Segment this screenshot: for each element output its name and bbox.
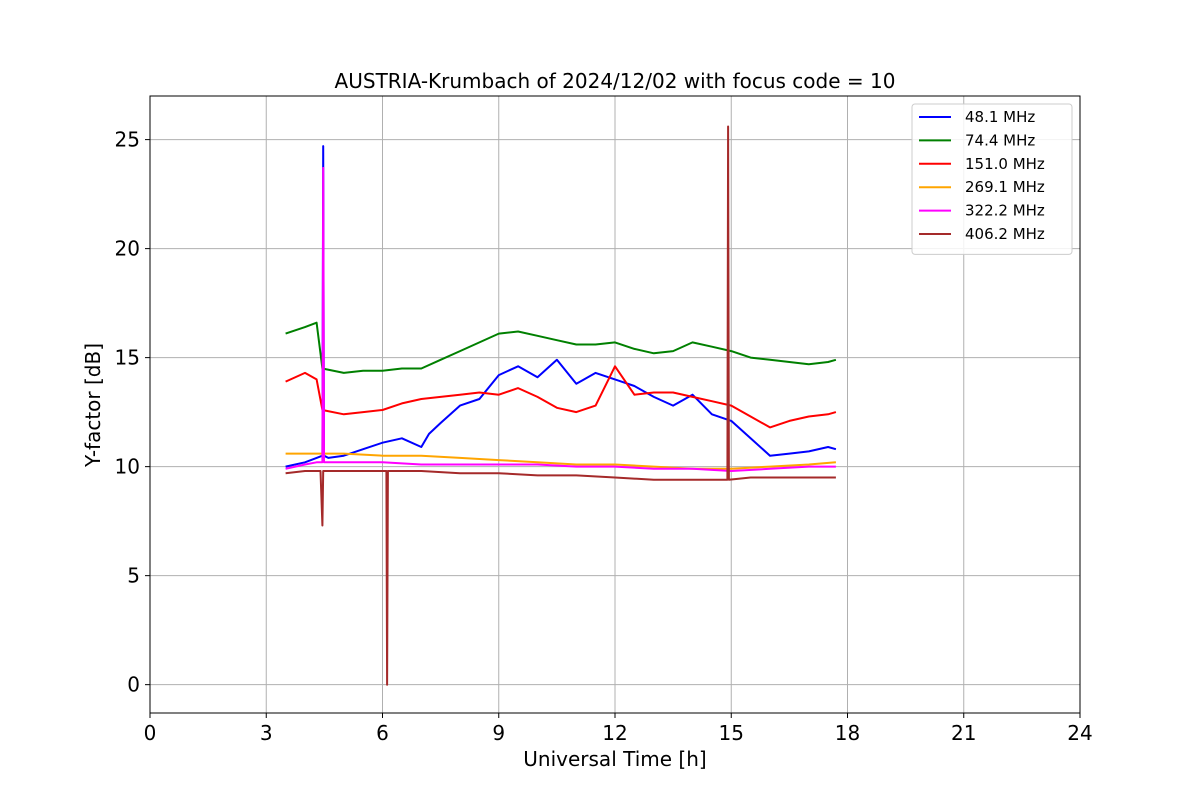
y-axis-ticks: 0 5 10 15 20 25 (115, 128, 150, 697)
chart-title: AUSTRIA-Krumbach of 2024/12/02 with focu… (335, 69, 896, 93)
legend-label: 269.1 MHz (965, 178, 1045, 196)
x-tick-label: 12 (602, 721, 627, 745)
legend-label: 322.2 MHz (965, 202, 1045, 220)
series-line (285, 321, 837, 374)
y-tick-label: 0 (127, 673, 140, 697)
x-tick-label: 18 (835, 721, 860, 745)
series-lines (285, 125, 837, 686)
y-tick-label: 15 (115, 346, 140, 370)
legend-label: 406.2 MHz (965, 225, 1045, 243)
legend: 48.1 MHz 74.4 MHz 151.0 MHz 269.1 MHz 32… (911, 103, 1073, 255)
legend-label: 151.0 MHz (965, 155, 1045, 173)
legend-label: 48.1 MHz (965, 108, 1035, 126)
x-tick-label: 0 (144, 721, 157, 745)
y-axis-label: Y-factor [dB] (81, 343, 105, 468)
y-tick-label: 25 (115, 128, 140, 152)
x-axis-ticks: 0 3 6 9 12 15 18 21 24 (144, 713, 1093, 745)
legend-box (911, 103, 1073, 255)
x-tick-label: 9 (492, 721, 505, 745)
x-tick-label: 6 (376, 721, 389, 745)
legend-label: 74.4 MHz (965, 131, 1035, 149)
x-tick-label: 15 (719, 721, 744, 745)
series-line (285, 145, 837, 468)
y-tick-label: 5 (127, 564, 140, 588)
x-tick-label: 21 (951, 721, 976, 745)
series-line (285, 365, 837, 429)
x-tick-label: 3 (260, 721, 273, 745)
y-tick-label: 10 (115, 455, 140, 479)
y-tick-label: 20 (115, 237, 140, 261)
x-axis-label: Universal Time [h] (523, 747, 706, 771)
series-line (285, 166, 836, 472)
x-tick-label: 24 (1067, 721, 1092, 745)
series-line (285, 125, 836, 686)
